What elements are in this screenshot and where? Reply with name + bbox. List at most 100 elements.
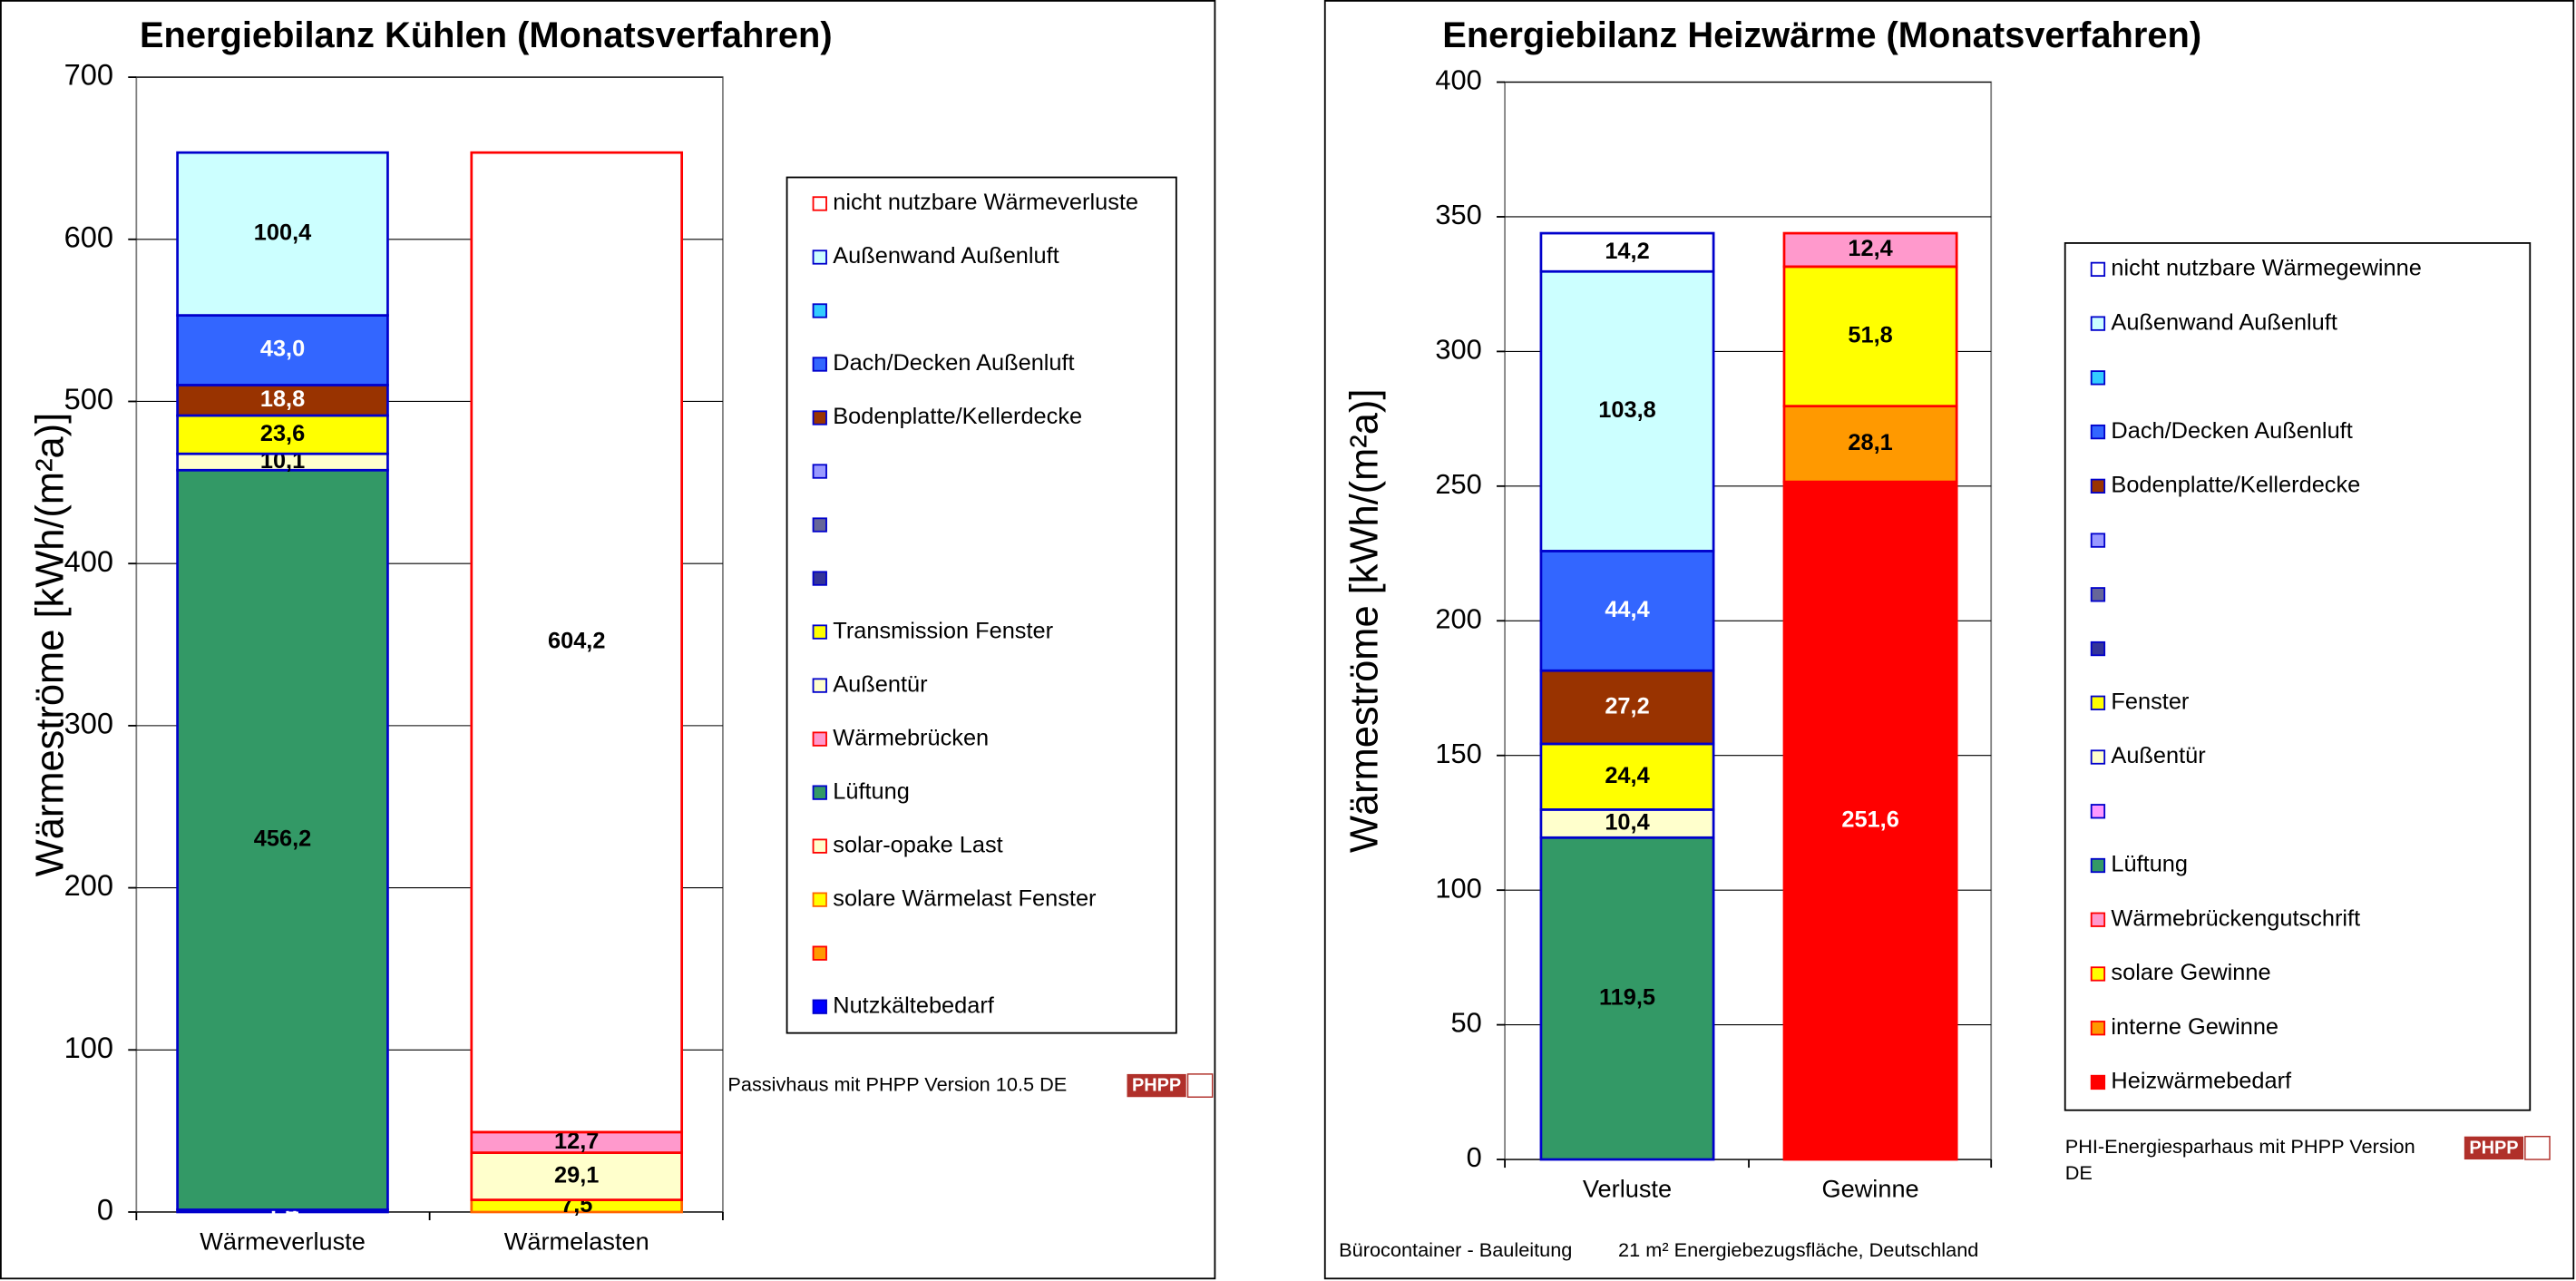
legend-swatch	[812, 410, 827, 425]
bar-segment	[1539, 269, 1715, 552]
y-tick-label: 400	[64, 544, 113, 578]
data-label: 24,4	[1605, 763, 1649, 788]
x-tick-label: Verluste	[1583, 1175, 1672, 1203]
legend-label: Außentür	[833, 671, 928, 697]
logo-box	[2464, 1136, 2524, 1160]
data-label: 103,8	[1598, 397, 1655, 423]
data-label: 27,2	[1605, 693, 1649, 719]
y-tick-label: 700	[64, 58, 113, 92]
legend-label: Außenwand Außenluft	[833, 243, 1059, 269]
legend-swatch	[812, 571, 827, 586]
legend-label: solare Gewinne	[2111, 960, 2270, 985]
legend-swatch	[2090, 695, 2106, 710]
legend-label: solar-opake Last	[833, 832, 1002, 857]
y-tick-label: 200	[1435, 602, 1481, 634]
data-label: 251,6	[1841, 807, 1898, 832]
y-tick-label: 150	[1435, 738, 1481, 769]
legend-swatch	[812, 892, 827, 907]
legend-swatch	[812, 838, 827, 854]
y-tick-label: 100	[64, 1031, 113, 1064]
y-tick-label: 300	[1435, 334, 1481, 366]
legend-label: Dach/Decken Außenluft	[833, 350, 1074, 376]
bar-segment	[1782, 480, 1958, 1161]
legend-swatch	[2090, 640, 2106, 657]
legend-swatch	[2090, 424, 2106, 440]
legend-label: nicht nutzbare Wärmegewinne	[2111, 256, 2421, 281]
bar-segment	[1782, 231, 1958, 269]
logo-mark	[1186, 1073, 1214, 1098]
logo-box	[1127, 1073, 1186, 1098]
legend-swatch	[2090, 478, 2106, 494]
caption: 21 m² Energiebezugsfläche, Deutschland	[1618, 1238, 1978, 1261]
bar-segment	[176, 151, 389, 317]
legend-label: Wärmebrückengutschrift	[2111, 905, 2360, 931]
y-tick-label: 0	[1467, 1141, 1482, 1173]
legend-swatch	[812, 624, 827, 640]
bar-segment	[1782, 265, 1958, 408]
data-label: 12,4	[1848, 236, 1892, 261]
logo-mark	[2524, 1135, 2551, 1160]
x-tick-label: Wärmelasten	[504, 1227, 649, 1256]
legend-label: Dach/Decken Außenluft	[2111, 418, 2352, 444]
chart: Energiebilanz Heizwärme (Monatsverfahren…	[1323, 0, 2575, 1280]
data-label: 14,2	[1605, 239, 1649, 264]
data-label: 604,2	[548, 629, 605, 654]
logo-text: PHPP	[2469, 1139, 2518, 1159]
legend-swatch	[2090, 749, 2106, 765]
legend-label: solare Wärmelast Fenster	[833, 885, 1097, 911]
footnote: DE	[2065, 1161, 2093, 1184]
legend-swatch	[2090, 1074, 2106, 1090]
legend-swatch	[812, 196, 827, 211]
y-axis-label: Wärmeströme [kWh/(m²a)]	[1342, 389, 1386, 853]
data-label: 44,4	[1605, 597, 1649, 622]
x-tick-label: Gewinne	[1821, 1175, 1918, 1203]
legend-label: Fenster	[2111, 689, 2190, 714]
legend-label: Heizwärmebedarf	[2111, 1069, 2292, 1094]
bar-segment	[1539, 836, 1715, 1161]
legend-swatch	[812, 517, 827, 533]
legend-swatch	[812, 945, 827, 961]
legend-swatch	[812, 357, 827, 372]
legend-swatch	[812, 731, 827, 747]
legend-label: Wärmebrücken	[833, 725, 989, 750]
data-label: 28,1	[1848, 430, 1892, 455]
y-tick-label: 250	[1435, 468, 1481, 500]
legend-label: Lüftung	[2111, 852, 2188, 877]
data-label: 18,8	[260, 386, 305, 412]
y-tick-label: 100	[1435, 872, 1481, 904]
legend-swatch	[812, 785, 827, 800]
x-tick-label: Wärmeverluste	[200, 1227, 366, 1256]
chart-title: Energiebilanz Heizwärme (Monatsverfahren…	[1442, 15, 2201, 55]
chart: Energiebilanz Kühlen (Monatsverfahren) 0 1…	[0, 0, 1216, 1280]
legend-label: Außentür	[2111, 743, 2206, 768]
legend-swatch	[2090, 1021, 2106, 1036]
bar-segment	[1539, 231, 1715, 273]
legend-swatch	[812, 303, 827, 318]
legend-swatch	[2090, 370, 2106, 386]
legend-label: nicht nutzbare Wärmeverluste	[833, 190, 1138, 215]
data-label: 10,4	[1605, 810, 1649, 836]
bar-segment	[470, 1151, 684, 1201]
data-label: 456,2	[254, 826, 311, 852]
caption: Bürocontainer - Bauleitung	[1339, 1238, 1572, 1261]
y-tick-label: 50	[1450, 1007, 1481, 1039]
legend-swatch	[812, 249, 827, 265]
y-tick-label: 500	[64, 382, 113, 416]
y-tick-label: 600	[64, 220, 113, 253]
legend-label: Bodenplatte/Kellerdecke	[833, 404, 1082, 429]
legend-swatch	[812, 999, 827, 1014]
y-axis-label: Wärmeströme [kWh/(m²a)]	[28, 413, 72, 876]
legend-label: Außenwand Außenluft	[2111, 309, 2337, 335]
bar-segment	[176, 468, 389, 1211]
legend-swatch	[2090, 804, 2106, 819]
logo-text: PHPP	[1132, 1076, 1181, 1096]
legend-label: Transmission Fenster	[833, 618, 1053, 643]
legend-swatch	[812, 464, 827, 479]
legend-swatch	[2090, 966, 2106, 982]
data-label: 43,0	[260, 337, 305, 362]
legend-swatch	[812, 678, 827, 693]
bar-segment	[176, 384, 389, 417]
legend-swatch	[2090, 261, 2106, 278]
bar-segment	[1539, 742, 1715, 811]
legend-swatch	[2090, 587, 2106, 602]
